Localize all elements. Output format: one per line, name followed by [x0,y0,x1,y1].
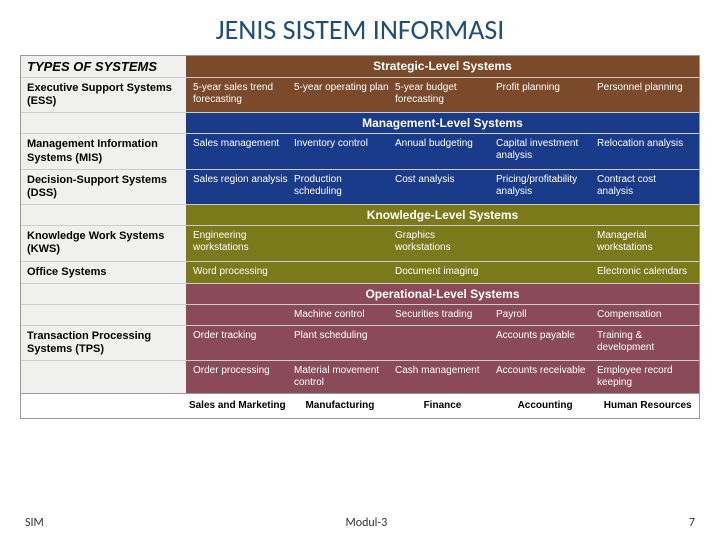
tps-spacer1 [21,305,186,325]
func-hr: Human Resources [596,394,699,418]
systems-diagram: TYPES OF SYSTEMS Strategic-Level Systems… [20,55,700,419]
func-finance: Finance [391,394,494,418]
types-header: TYPES OF SYSTEMS [21,56,186,77]
dss-label: Decision-Support Systems (DSS) [21,170,186,204]
management-header: Management-Level Systems [186,113,699,133]
dss-examples: Sales region analysis Production schedul… [186,170,699,204]
slide-title: JENIS SISTEM INFORMASI [0,0,720,55]
func-sales: Sales and Marketing [186,394,289,418]
slide-footer: SIM Modul-3 7 [0,516,720,530]
operational-header: Operational-Level Systems [186,284,699,304]
footer-right: 7 [689,516,695,530]
mis-label: Management Information Systems (MIS) [21,134,186,168]
mis-examples: Sales management Inventory control Annua… [186,134,699,168]
tps-row2: Order tracking Plant scheduling Accounts… [186,326,699,360]
tps-row3: Order processing Material movement contr… [186,361,699,393]
knowledge-header: Knowledge-Level Systems [186,205,699,225]
footer-left: SIM [25,516,44,530]
office-label: Office Systems [21,262,186,283]
office-examples: Word processing Document imaging Electro… [186,262,699,283]
kws-label: Knowledge Work Systems (KWS) [21,226,186,260]
kws-examples: Engineering workstations Graphics workst… [186,226,699,260]
ess-examples: 5-year sales trend forecasting 5-year op… [186,78,699,112]
func-manufacturing: Manufacturing [289,394,392,418]
tps-label: Transaction Processing Systems (TPS) [21,326,186,360]
func-accounting: Accounting [494,394,597,418]
strategic-header: Strategic-Level Systems [186,56,699,77]
tps-row1: Machine control Securities trading Payro… [186,305,699,325]
footer-center: Modul-3 [345,516,387,530]
tps-spacer2 [21,361,186,393]
ess-label: Executive Support Systems (ESS) [21,78,186,112]
functional-areas: Sales and Marketing Manufacturing Financ… [21,393,699,418]
